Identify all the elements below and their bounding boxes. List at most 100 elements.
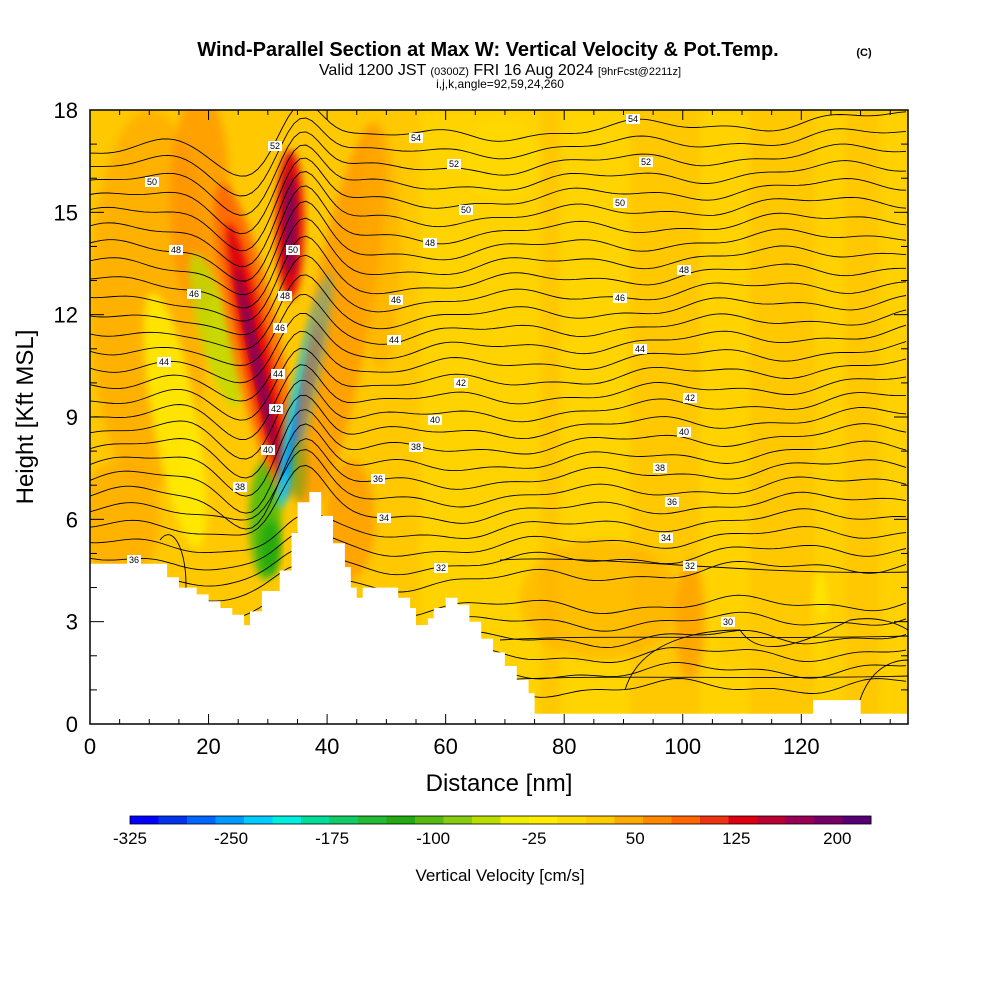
contour-label-text: 46: [391, 295, 401, 305]
contour-label-text: 52: [449, 159, 459, 169]
velocity-blob: [460, 120, 540, 200]
contour-label-text: 30: [723, 617, 733, 627]
theta-contour-line: [624, 618, 908, 691]
contour-label-bg: [268, 141, 282, 151]
contour-label-text: 44: [389, 335, 399, 345]
x-tick-label: 0: [84, 734, 96, 759]
contour-label-text: 48: [425, 238, 435, 248]
y-tick-label: 15: [54, 200, 78, 225]
theta-contour-line: [90, 379, 907, 460]
contour-label-text: 40: [263, 445, 273, 455]
theta-contour-line: [90, 544, 907, 587]
colorbar-swatch: [244, 816, 273, 824]
velocity-blob: [189, 252, 241, 408]
theta-contour-label: 36: [127, 555, 141, 565]
contour-label-text: 38: [235, 482, 245, 492]
contour-label-bg: [447, 159, 461, 169]
contour-label-bg: [157, 357, 171, 367]
x-tick-label: 100: [664, 734, 701, 759]
colorbar-frame: [129, 815, 872, 825]
theta-contour-line: [90, 171, 907, 267]
chart-subtitle-valid: Valid 1200 JST (0300Z) FRI 16 Aug 2024 […: [319, 62, 681, 79]
theta-contour-label: 42: [683, 393, 697, 403]
contour-label-text: 38: [411, 442, 421, 452]
velocity-blob: [720, 600, 840, 680]
contour-label-bg: [409, 133, 423, 143]
chart-subtitle-indices: i,j,k,angle=92,59,24,260: [436, 77, 564, 91]
velocity-blob: [260, 520, 280, 576]
theta-contour-label: 44: [271, 369, 285, 379]
contour-label-bg: [434, 563, 448, 573]
velocity-blob: [170, 110, 230, 310]
contour-label-text: 38: [655, 463, 665, 473]
contour-label-text: 36: [667, 497, 677, 507]
theta-contours: [90, 110, 908, 702]
contour-label-text: 36: [129, 555, 139, 565]
theta-contour-label: 40: [261, 445, 275, 455]
colorbar-swatch: [700, 816, 729, 824]
theta-contour-label: 44: [157, 357, 171, 367]
theta-contour-line: [90, 364, 907, 440]
colorbar-tick-label: -325: [113, 829, 147, 848]
subtitle-forecast: [9hrFcst@2211z]: [598, 66, 681, 78]
colorbar-tick-label: 125: [722, 829, 750, 848]
theta-contour-line: [90, 526, 907, 571]
contour-label-text: 44: [635, 344, 645, 354]
contour-label-bg: [127, 555, 141, 565]
contour-label-bg: [677, 427, 691, 437]
contour-label-text: 42: [456, 378, 466, 388]
contour-label-text: 50: [461, 205, 471, 215]
y-tick-label: 12: [54, 303, 78, 328]
colorbar-tick-label: 50: [626, 829, 645, 848]
theta-contour-line: [90, 235, 906, 322]
colorbar-title: Vertical Velocity [cm/s]: [415, 866, 584, 885]
colorbar-swatch: [472, 816, 501, 824]
plot-area: 54 54 52 52 52 50 50 50 50 48 48 48 48 46 46 46 46 44 44 44…: [90, 110, 908, 724]
colorbar-swatch: [158, 816, 188, 824]
x-tick-label: 120: [783, 734, 820, 759]
velocity-blob: [235, 267, 277, 453]
colorbar: -325 -250 -175 -100 -25 50 125 200: [113, 815, 872, 848]
theta-contour-line: [90, 274, 907, 350]
colorbar-swatch: [215, 816, 245, 824]
theta-contour-line: [90, 312, 907, 384]
subtitle-valid-time: Valid 1200 JST: [319, 62, 427, 79]
y-tick-label: 0: [66, 712, 78, 737]
contour-label-text: 52: [641, 157, 651, 167]
theta-contour-label: 46: [613, 293, 627, 303]
contour-label-text: 54: [411, 133, 421, 143]
contour-label-bg: [409, 442, 423, 452]
theta-contour-label: 44: [387, 335, 401, 345]
contour-label-text: 48: [171, 245, 181, 255]
contour-label-bg: [665, 497, 679, 507]
theta-contour-line: [90, 449, 907, 521]
contour-label-text: 52: [270, 141, 280, 151]
theta-contour-line: [90, 200, 907, 296]
colorbar-swatch: [614, 816, 644, 824]
colorbar-swatch: [728, 816, 758, 824]
contour-label-text: 50: [147, 177, 157, 187]
contour-label-bg: [613, 198, 627, 208]
theta-contour-label: 50: [613, 198, 627, 208]
colorbar-swatch: [671, 816, 701, 824]
contour-label-text: 32: [436, 563, 446, 573]
theta-contour-line: [90, 117, 907, 197]
theta-contour-line: [90, 185, 907, 282]
contour-label-bg: [423, 238, 437, 248]
velocity-blob: [90, 460, 160, 580]
contour-label-text: 40: [679, 427, 689, 437]
theta-contour-label: 32: [434, 563, 448, 573]
theta-contour-line: [90, 330, 907, 402]
contour-label-bg: [659, 533, 673, 543]
colorbar-swatch: [529, 816, 558, 824]
contour-label-bg: [145, 177, 159, 187]
theta-contour-line: [159, 534, 187, 601]
contour-label-bg: [639, 157, 653, 167]
contour-label-text: 44: [273, 369, 283, 379]
theta-contour-line: [90, 131, 907, 216]
theta-contour-line: [90, 157, 907, 252]
theta-contour-line: [90, 423, 907, 514]
y-tick-label: 18: [54, 98, 78, 123]
colorbar-tick-label: -25: [522, 829, 547, 848]
colorbar-swatch: [443, 816, 473, 824]
